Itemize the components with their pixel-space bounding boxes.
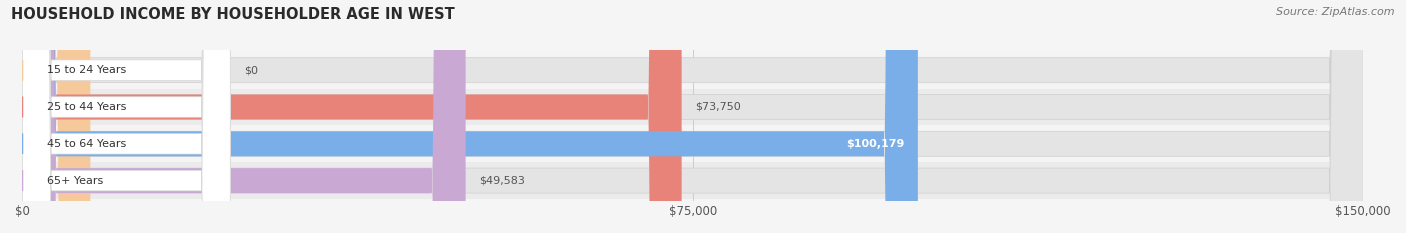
FancyBboxPatch shape: [22, 0, 465, 233]
Bar: [22, 162, 1364, 199]
FancyBboxPatch shape: [22, 0, 231, 233]
FancyBboxPatch shape: [22, 0, 90, 233]
FancyBboxPatch shape: [22, 0, 1364, 233]
FancyBboxPatch shape: [22, 0, 1364, 233]
Text: Source: ZipAtlas.com: Source: ZipAtlas.com: [1277, 7, 1395, 17]
Text: 25 to 44 Years: 25 to 44 Years: [48, 102, 127, 112]
Text: $100,179: $100,179: [846, 139, 904, 149]
Bar: [22, 52, 1364, 89]
FancyBboxPatch shape: [22, 0, 231, 233]
Text: 15 to 24 Years: 15 to 24 Years: [48, 65, 127, 75]
FancyBboxPatch shape: [22, 0, 1364, 233]
FancyBboxPatch shape: [22, 0, 231, 233]
Text: $49,583: $49,583: [479, 176, 524, 186]
FancyBboxPatch shape: [22, 0, 918, 233]
Text: $0: $0: [243, 65, 257, 75]
Bar: [22, 125, 1364, 162]
Text: 45 to 64 Years: 45 to 64 Years: [48, 139, 127, 149]
FancyBboxPatch shape: [22, 0, 231, 233]
Bar: [22, 89, 1364, 125]
Text: 65+ Years: 65+ Years: [48, 176, 104, 186]
Text: $73,750: $73,750: [695, 102, 741, 112]
FancyBboxPatch shape: [22, 0, 682, 233]
FancyBboxPatch shape: [22, 0, 1364, 233]
Text: HOUSEHOLD INCOME BY HOUSEHOLDER AGE IN WEST: HOUSEHOLD INCOME BY HOUSEHOLDER AGE IN W…: [11, 7, 456, 22]
